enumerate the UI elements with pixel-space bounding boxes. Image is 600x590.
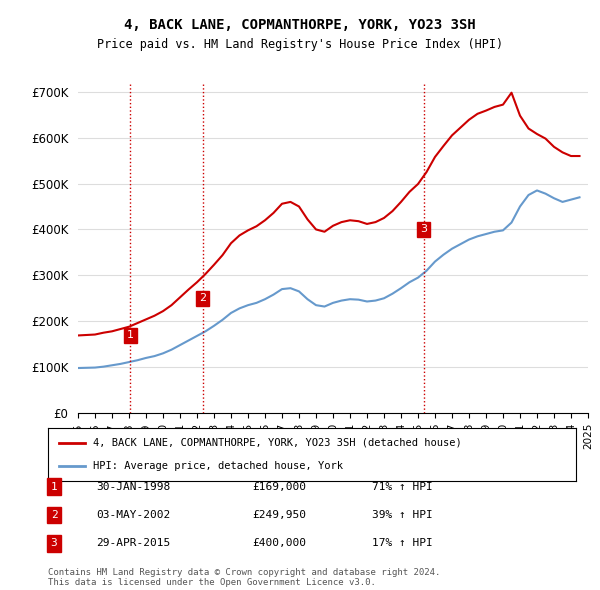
- Text: 3: 3: [50, 539, 58, 548]
- Text: HPI: Average price, detached house, York: HPI: Average price, detached house, York: [93, 461, 343, 471]
- Text: £249,950: £249,950: [252, 510, 306, 520]
- Text: 4, BACK LANE, COPMANTHORPE, YORK, YO23 3SH: 4, BACK LANE, COPMANTHORPE, YORK, YO23 3…: [124, 18, 476, 32]
- Text: £400,000: £400,000: [252, 539, 306, 548]
- Text: 4, BACK LANE, COPMANTHORPE, YORK, YO23 3SH (detached house): 4, BACK LANE, COPMANTHORPE, YORK, YO23 3…: [93, 438, 461, 448]
- Text: 71% ↑ HPI: 71% ↑ HPI: [372, 482, 433, 491]
- Text: Price paid vs. HM Land Registry's House Price Index (HPI): Price paid vs. HM Land Registry's House …: [97, 38, 503, 51]
- Text: 03-MAY-2002: 03-MAY-2002: [96, 510, 170, 520]
- Text: 3: 3: [420, 224, 427, 234]
- Text: Contains HM Land Registry data © Crown copyright and database right 2024.
This d: Contains HM Land Registry data © Crown c…: [48, 568, 440, 587]
- Text: 30-JAN-1998: 30-JAN-1998: [96, 482, 170, 491]
- Text: 2: 2: [50, 510, 58, 520]
- Text: 2: 2: [199, 293, 206, 303]
- Text: 1: 1: [127, 330, 134, 340]
- Text: 17% ↑ HPI: 17% ↑ HPI: [372, 539, 433, 548]
- Text: £169,000: £169,000: [252, 482, 306, 491]
- Text: 39% ↑ HPI: 39% ↑ HPI: [372, 510, 433, 520]
- Text: 29-APR-2015: 29-APR-2015: [96, 539, 170, 548]
- Text: 1: 1: [50, 482, 58, 491]
